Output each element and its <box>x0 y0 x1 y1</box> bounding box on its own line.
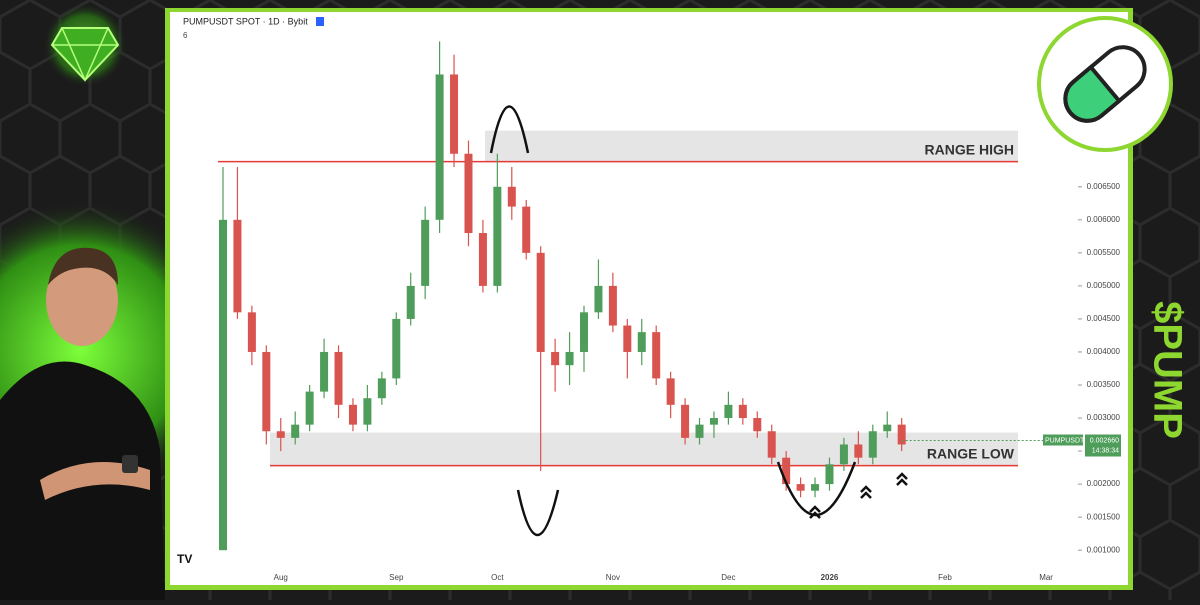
candle-body <box>536 252 545 352</box>
ticker-label: $PUMP <box>1145 301 1189 439</box>
candle-body <box>623 325 632 352</box>
pattern-annotations <box>489 105 908 537</box>
candle-body <box>551 351 560 366</box>
candle-body <box>406 285 415 319</box>
candle-body <box>377 378 386 399</box>
x-tick-label: Aug <box>274 573 288 582</box>
y-tick-label: 0.004000 <box>1087 347 1121 356</box>
candle-body <box>666 378 675 405</box>
x-tick-label: Dec <box>721 573 735 582</box>
candle-body <box>219 219 227 551</box>
y-tick-label: 0.006500 <box>1087 182 1121 191</box>
x-tick-label: Sep <box>389 573 404 582</box>
candle-body <box>507 186 516 207</box>
candle-body <box>724 404 733 419</box>
candle-body <box>522 206 531 253</box>
y-tick-label: 0.005500 <box>1087 248 1121 257</box>
x-tick-label: Oct <box>491 573 504 582</box>
chart-panel <box>170 12 1128 585</box>
candle-body <box>276 431 285 438</box>
candle-body <box>392 318 401 379</box>
y-tick-label: 0.005000 <box>1087 281 1121 290</box>
candle-body <box>262 351 271 432</box>
candle-body <box>320 351 329 392</box>
price-tag-countdown: 14:38:34 <box>1092 447 1119 454</box>
candle-body <box>868 431 877 458</box>
candle-body <box>363 398 372 425</box>
tv-logo: TV <box>177 552 192 566</box>
pill-icon <box>1037 16 1173 152</box>
y-tick-label: 0.001000 <box>1087 545 1121 554</box>
candle-body <box>478 233 487 286</box>
range-label: RANGE LOW <box>927 445 1015 461</box>
candle-body <box>435 74 444 220</box>
candle-body <box>608 285 617 326</box>
candle-body <box>334 351 343 405</box>
range-zone <box>485 130 1018 162</box>
candle-body <box>738 404 747 419</box>
candle-body <box>767 431 776 458</box>
candle-body <box>450 74 459 154</box>
candle-body <box>637 332 646 352</box>
logo <box>43 3 127 87</box>
y-tick-label: 0.002000 <box>1087 479 1121 488</box>
candle-body <box>580 312 588 352</box>
indicator-count: 6 <box>183 31 188 40</box>
y-tick-label: 0.004500 <box>1087 314 1121 323</box>
candle-body <box>493 186 502 286</box>
price-tag-symbol: PUMPUSDT <box>1045 437 1085 444</box>
price-tag-bg <box>1085 434 1121 457</box>
candle-body <box>594 285 603 313</box>
range-label: RANGE HIGH <box>925 141 1014 157</box>
y-tick-label: 0.006000 <box>1087 215 1121 224</box>
candle-body <box>897 424 906 445</box>
y-tick-label: 0.001500 <box>1087 512 1121 521</box>
candle-body <box>681 404 690 438</box>
price-tag-symbol-bg <box>1043 434 1083 446</box>
x-tick-label: Feb <box>938 573 952 582</box>
candle-body <box>709 418 718 425</box>
chart-title: PUMPUSDT SPOT · 1D · Bybit <box>183 16 308 26</box>
price-tag-value: 0.002660 <box>1090 437 1119 444</box>
candle-body <box>796 484 805 491</box>
range-zone <box>270 432 1018 466</box>
x-tick-label: Nov <box>606 573 620 582</box>
exchange-flag <box>316 17 324 26</box>
candle-body <box>825 464 834 485</box>
candle-body <box>854 444 863 458</box>
candle-body <box>565 351 574 366</box>
x-tick-label: 2026 <box>821 573 839 582</box>
candle-body <box>421 219 430 286</box>
candle-body <box>883 424 892 432</box>
y-tick-label: 0.003000 <box>1087 413 1121 422</box>
y-tick-label: 0.003500 <box>1087 380 1121 389</box>
candle-body <box>247 312 256 352</box>
candle-body <box>291 424 300 438</box>
x-tick-label: Mar <box>1039 573 1053 582</box>
candle-body <box>652 332 661 379</box>
candle-body <box>233 219 242 313</box>
candle-body <box>753 418 762 432</box>
candle-body <box>782 457 791 485</box>
candle-body <box>348 404 357 425</box>
candle-body <box>695 424 704 438</box>
candle-body <box>305 391 314 425</box>
candle-body <box>839 444 848 465</box>
candle-body <box>811 484 820 491</box>
candle-body <box>464 153 473 234</box>
plot: 0.0010000.0015000.0020000.0025000.003000… <box>218 41 1121 582</box>
